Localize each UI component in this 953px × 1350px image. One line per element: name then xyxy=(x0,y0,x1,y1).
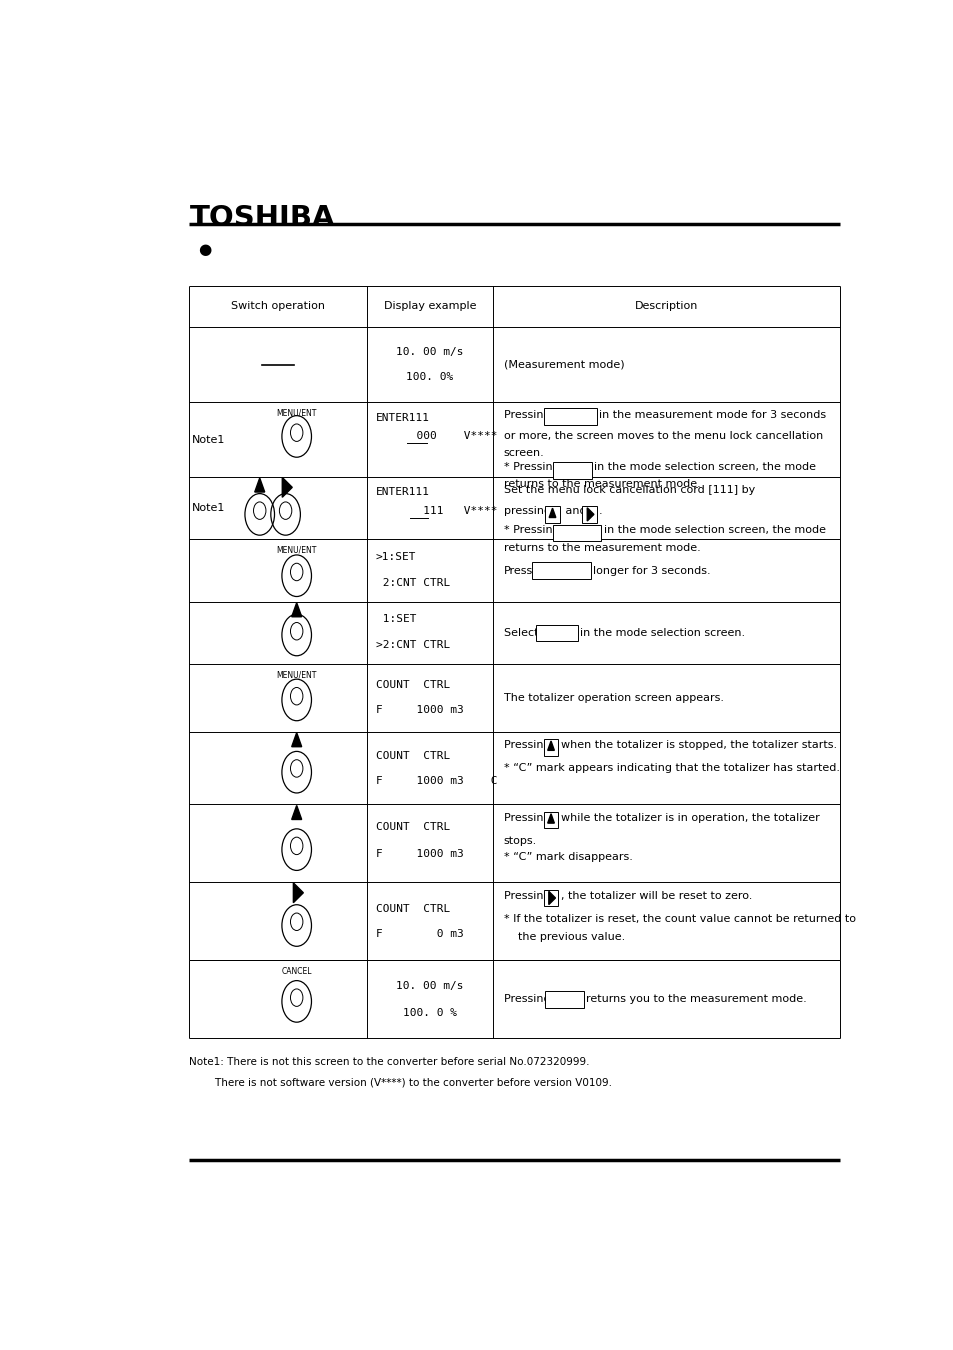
Polygon shape xyxy=(254,478,264,491)
Text: Set the menu lock cancellation cord [111] by: Set the menu lock cancellation cord [111… xyxy=(503,485,754,495)
Text: ENTER111: ENTER111 xyxy=(375,487,430,497)
Text: >2:CNT CTRL: >2:CNT CTRL xyxy=(375,640,450,651)
Bar xyxy=(543,890,558,906)
Text: 10. 00 m/s: 10. 00 m/s xyxy=(395,981,463,991)
Text: Note1: Note1 xyxy=(192,504,225,513)
Bar xyxy=(531,562,590,579)
Text: returns to the measurement mode.: returns to the measurement mode. xyxy=(503,479,700,489)
Text: There is not software version (V****) to the converter before version V0109.: There is not software version (V****) to… xyxy=(190,1077,612,1088)
Bar xyxy=(543,738,558,756)
Text: 100. 0%: 100. 0% xyxy=(406,373,453,382)
Bar xyxy=(543,408,597,425)
Text: Press: Press xyxy=(503,566,533,575)
Text: * Pressing: * Pressing xyxy=(503,525,562,535)
Text: MENU/ENT: MENU/ENT xyxy=(276,545,316,555)
Text: F     1000 m3: F 1000 m3 xyxy=(375,705,463,716)
Polygon shape xyxy=(587,508,594,521)
Text: CANCEL: CANCEL xyxy=(281,967,312,976)
Text: while the totalizer is in operation, the totalizer: while the totalizer is in operation, the… xyxy=(560,813,819,822)
Text: Select: Select xyxy=(503,628,541,639)
Text: 100. 0 %: 100. 0 % xyxy=(402,1008,456,1018)
Text: Pressing: Pressing xyxy=(503,410,554,420)
Text: The totalizer operation screen appears.: The totalizer operation screen appears. xyxy=(503,693,723,703)
Text: 10. 00 m/s: 10. 00 m/s xyxy=(395,347,463,358)
Text: COUNT  CTRL: COUNT CTRL xyxy=(375,822,450,832)
Text: Pressing: Pressing xyxy=(503,995,554,1004)
Text: in the mode selection screen.: in the mode selection screen. xyxy=(579,628,744,639)
Text: screen.: screen. xyxy=(503,448,544,458)
Text: * Pressing: * Pressing xyxy=(503,463,562,472)
Polygon shape xyxy=(292,733,301,747)
Text: 111   V****: 111 V**** xyxy=(375,506,497,516)
Text: 1:SET: 1:SET xyxy=(375,614,416,625)
Bar xyxy=(581,506,597,522)
Text: COUNT  CTRL: COUNT CTRL xyxy=(375,904,450,914)
Text: returns you to the measurement mode.: returns you to the measurement mode. xyxy=(585,995,805,1004)
Polygon shape xyxy=(547,814,554,824)
Text: ●: ● xyxy=(198,242,212,256)
Text: * “C” mark disappears.: * “C” mark disappears. xyxy=(503,852,632,863)
Text: Note1: There is not this screen to the converter before serial No.072320999.: Note1: There is not this screen to the c… xyxy=(190,1057,589,1066)
Bar xyxy=(544,506,559,522)
Text: (Measurement mode): (Measurement mode) xyxy=(503,359,623,370)
Text: Pressing: Pressing xyxy=(503,740,554,751)
Text: Display example: Display example xyxy=(383,301,476,312)
Bar xyxy=(536,625,577,641)
Polygon shape xyxy=(547,741,554,751)
Text: Description: Description xyxy=(634,301,698,312)
Text: .: . xyxy=(598,506,602,516)
Text: and: and xyxy=(561,506,590,516)
Text: COUNT  CTRL: COUNT CTRL xyxy=(375,751,450,760)
Polygon shape xyxy=(292,806,301,819)
Text: MENU/ENT: MENU/ENT xyxy=(276,408,316,417)
Bar xyxy=(543,811,558,829)
Text: F     1000 m3    C: F 1000 m3 C xyxy=(375,775,497,786)
Text: COUNT  CTRL: COUNT CTRL xyxy=(375,680,450,690)
Text: 000    V****: 000 V**** xyxy=(375,431,497,441)
Text: F     1000 m3: F 1000 m3 xyxy=(375,849,463,859)
Text: when the totalizer is stopped, the totalizer starts.: when the totalizer is stopped, the total… xyxy=(560,740,836,751)
Text: 2:CNT CTRL: 2:CNT CTRL xyxy=(375,578,450,589)
Text: returns to the measurement mode.: returns to the measurement mode. xyxy=(503,544,700,554)
Text: F        0 m3: F 0 m3 xyxy=(375,929,463,938)
Bar xyxy=(544,991,583,1007)
Polygon shape xyxy=(548,891,555,904)
Text: TOSHIBA: TOSHIBA xyxy=(190,204,335,232)
Polygon shape xyxy=(294,883,303,903)
Text: * “C” mark appears indicating that the totalizer has started.: * “C” mark appears indicating that the t… xyxy=(503,763,839,772)
Text: pressing: pressing xyxy=(503,506,554,516)
Bar xyxy=(553,525,600,541)
Text: >1:SET: >1:SET xyxy=(375,552,416,562)
Text: the previous value.: the previous value. xyxy=(518,933,625,942)
Text: Switch operation: Switch operation xyxy=(231,301,325,312)
Text: MENU/ENT: MENU/ENT xyxy=(276,671,316,679)
Text: stops.: stops. xyxy=(503,836,537,845)
Text: longer for 3 seconds.: longer for 3 seconds. xyxy=(593,566,710,575)
Polygon shape xyxy=(292,602,301,617)
Text: , the totalizer will be reset to zero.: , the totalizer will be reset to zero. xyxy=(560,891,751,900)
Text: in the mode selection screen, the mode: in the mode selection screen, the mode xyxy=(594,463,815,472)
Polygon shape xyxy=(282,478,292,497)
Polygon shape xyxy=(549,508,556,517)
Text: or more, the screen moves to the menu lock cancellation: or more, the screen moves to the menu lo… xyxy=(503,431,822,441)
Text: in the measurement mode for 3 seconds: in the measurement mode for 3 seconds xyxy=(598,410,825,420)
Text: * If the totalizer is reset, the count value cannot be returned to: * If the totalizer is reset, the count v… xyxy=(503,914,855,923)
Text: Pressing: Pressing xyxy=(503,813,554,822)
Bar xyxy=(553,463,591,479)
Text: ENTER111: ENTER111 xyxy=(375,413,430,423)
Text: in the mode selection screen, the mode: in the mode selection screen, the mode xyxy=(603,525,824,535)
Text: Pressing: Pressing xyxy=(503,891,554,900)
Text: Note1: Note1 xyxy=(192,435,225,444)
